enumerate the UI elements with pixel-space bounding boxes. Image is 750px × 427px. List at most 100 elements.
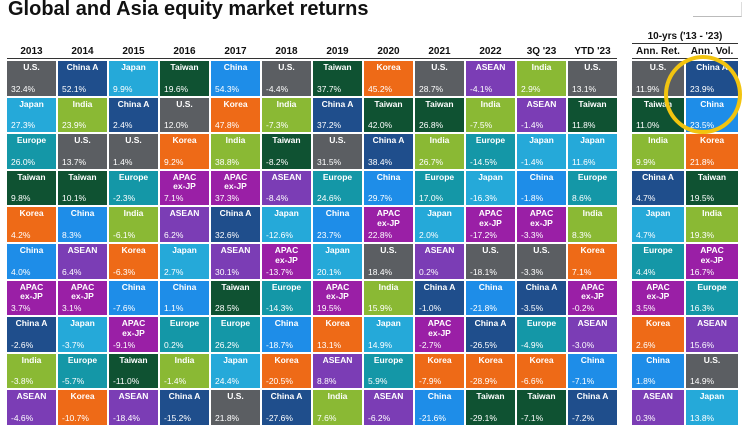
cell-2016-korea: Korea 9.2% — [160, 134, 209, 169]
cell-value-label: -7.1% — [521, 412, 544, 423]
cell-region-label: Japan — [478, 171, 503, 182]
cell-2014-europe: Europe -5.7% — [58, 353, 107, 389]
side-cell-ann-ret-u-s: U.S. 11.9% — [632, 61, 684, 96]
cell-region-label: China — [376, 171, 401, 182]
cell-region-label: Korea — [376, 62, 401, 72]
cell-2015-japan: Japan 9.9% — [109, 61, 158, 96]
cell-region-label: Taiwan — [643, 98, 673, 109]
cell-region-label: U.S. — [533, 245, 550, 255]
cell-value-label: 47.8% — [215, 120, 240, 131]
cell-region-label: Taiwan — [272, 135, 301, 146]
cell-value-label: -7.3% — [266, 120, 289, 131]
side-column-header-ann-vol: Ann. Vol. — [690, 46, 734, 57]
cell-2017-china-a: China A 32.6% — [211, 207, 260, 242]
cell-ytd-23-apac-ex-jp: APAC ex-JP -0.2% — [568, 280, 617, 316]
cell-region-label: U.S. — [380, 245, 397, 255]
cell-value-label: -4.9% — [521, 339, 544, 350]
cell-2015-china: China -7.6% — [109, 280, 158, 316]
cell-2017-asean: ASEAN 30.1% — [211, 244, 260, 279]
cell-region-label: U.S. — [703, 354, 721, 365]
cell-region-label: China A — [321, 98, 354, 109]
cell-region-label: ASEAN — [373, 391, 404, 402]
cell-region-label: Japan — [529, 135, 554, 146]
cell-value-label: 3.7% — [11, 303, 31, 314]
cell-2019-korea: Korea 13.1% — [313, 317, 362, 352]
cell-2015-apac-ex-jp: APAC ex-JP -9.1% — [109, 317, 158, 352]
cell-2020-taiwan: Taiwan 42.0% — [364, 97, 413, 133]
cell-3q-23-u-s: U.S. -3.3% — [517, 244, 566, 279]
cell-region-label: Korea — [427, 354, 452, 365]
cell-region-label: Europe — [16, 135, 47, 146]
side-cell-ann-ret-japan: Japan 4.7% — [632, 207, 684, 242]
column-header-2022: 2022 — [479, 46, 502, 57]
cell-value-label: 26.7% — [419, 156, 444, 167]
cell-value-label: 8.6% — [572, 193, 592, 204]
cell-value-label: -7.5% — [470, 120, 493, 131]
cell-region-label: Taiwan — [476, 391, 505, 402]
cell-region-label: ASEAN — [322, 354, 353, 365]
cell-2021-china-a: China A -1.0% — [415, 280, 464, 316]
cell-region-label: Korea — [478, 354, 503, 365]
side-cell-ann-vol-korea: Korea 21.8% — [686, 134, 738, 169]
cell-ytd-23-india: India 8.3% — [568, 207, 617, 242]
cell-region-label: Japan — [427, 208, 452, 219]
cell-2022-asean: ASEAN -4.1% — [466, 61, 515, 96]
cell-value-label: 4.2% — [11, 229, 31, 240]
cell-value-label: -5.7% — [62, 376, 85, 387]
side-cell-ann-ret-china: China 1.8% — [632, 353, 684, 389]
cell-value-label: -2.7% — [419, 339, 442, 350]
cell-2019-europe: Europe 24.6% — [313, 170, 362, 206]
cell-region-label: India — [429, 135, 450, 146]
cell-2013-europe: Europe 26.0% — [7, 134, 56, 169]
cell-value-label: 38.4% — [368, 156, 393, 167]
cell-value-label: -21.6% — [419, 412, 446, 423]
cell-region-label: Korea — [580, 245, 605, 255]
cell-2016-apac-ex-jp: APAC ex-JP 7.1% — [160, 170, 209, 206]
cell-region-label: ASEAN — [475, 62, 506, 72]
cell-value-label: 9.9% — [636, 156, 656, 167]
cell-region-label: U.S. — [74, 135, 91, 146]
cell-value-label: -6.1% — [113, 229, 136, 240]
cell-2019-asean: ASEAN 8.8% — [313, 353, 362, 389]
cell-value-label: 24.4% — [215, 376, 240, 387]
cell-2021-apac-ex-jp: APAC ex-JP -2.7% — [415, 317, 464, 352]
cell-value-label: 2.9% — [521, 83, 541, 94]
cell-2016-taiwan: Taiwan 19.6% — [160, 61, 209, 96]
cell-2019-u-s: U.S. 31.5% — [313, 134, 362, 169]
side-cell-ann-vol-china: China 23.5% — [686, 97, 738, 133]
cell-3q-23-china-a: China A -3.5% — [517, 280, 566, 316]
cell-region-label: APAC ex-JP — [19, 281, 44, 302]
cell-2021-india: India 26.7% — [415, 134, 464, 169]
cell-value-label: 42.0% — [368, 120, 393, 131]
cell-value-label: -3.3% — [521, 229, 544, 240]
cell-region-label: APAC ex-JP — [325, 281, 350, 302]
cell-region-label: Taiwan — [119, 354, 148, 365]
side-cell-ann-vol-apac-ex-jp: APAC ex-JP 16.7% — [686, 244, 738, 279]
cell-value-label: 28.7% — [419, 83, 444, 94]
cell-2018-apac-ex-jp: APAC ex-JP -13.7% — [262, 244, 311, 279]
cell-2020-india: India 15.9% — [364, 280, 413, 316]
cell-2014-taiwan: Taiwan 10.1% — [58, 170, 107, 206]
cell-value-label: 4.7% — [636, 193, 656, 204]
cell-2013-china-a: China A -2.6% — [7, 317, 56, 352]
side-cell-ann-vol-taiwan: Taiwan 19.5% — [686, 170, 738, 206]
cell-value-label: 12.0% — [164, 120, 189, 131]
side-cell-ann-vol-india: India 19.3% — [686, 207, 738, 242]
cell-region-label: China A — [270, 391, 303, 402]
cell-region-label: APAC ex-JP — [646, 281, 670, 302]
cell-2018-china: China -18.7% — [262, 317, 311, 352]
cell-2015-u-s: U.S. 1.4% — [109, 134, 158, 169]
cell-region-label: Europe — [322, 171, 353, 182]
cell-value-label: 19.5% — [690, 193, 715, 204]
cell-region-label: Korea — [70, 391, 95, 402]
cell-value-label: 45.2% — [368, 83, 393, 94]
cell-value-label: 6.4% — [62, 266, 82, 277]
cell-region-label: China A — [219, 208, 252, 219]
cell-region-label: China A — [696, 62, 728, 72]
cell-region-label: Japan — [645, 208, 671, 219]
cell-region-label: Korea — [699, 135, 725, 146]
cell-region-label: Taiwan — [323, 62, 352, 72]
cell-2014-india: India 23.9% — [58, 97, 107, 133]
cell-2013-china: China 4.0% — [7, 244, 56, 279]
cell-value-label: 4.0% — [11, 266, 31, 277]
